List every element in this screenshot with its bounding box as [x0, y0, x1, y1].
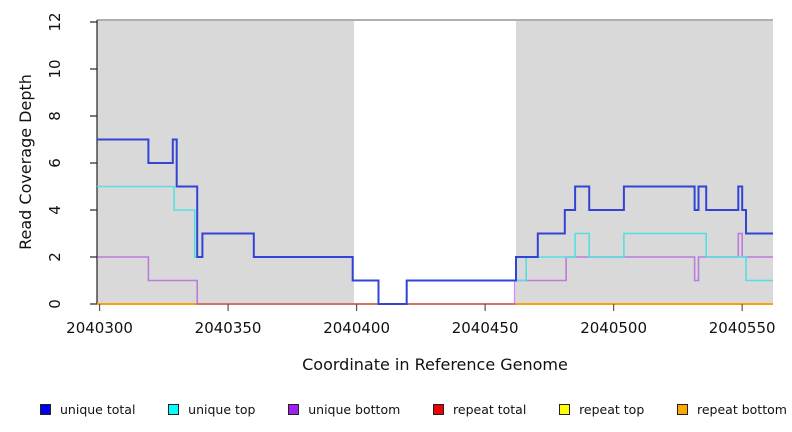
- legend-label: repeat bottom: [697, 401, 787, 417]
- legend-item-unique-bottom: unique bottom: [288, 402, 400, 417]
- legend: unique total unique top unique bottom repea…: [40, 398, 787, 420]
- panel-covered-left: [97, 21, 355, 304]
- y-tick-label-4: 4: [46, 205, 64, 215]
- y-tick-label-12: 12: [46, 12, 64, 31]
- panel-uncovered-gap: [354, 21, 516, 304]
- x-tick-label-2040550: 2040550: [709, 319, 776, 337]
- legend-swatch-repeat-top: [559, 403, 571, 415]
- x-axis-title: Coordinate in Reference Genome: [302, 355, 568, 374]
- legend-item-repeat-total: repeat total: [433, 402, 526, 417]
- y-tick-label-2: 2: [46, 252, 64, 262]
- legend-swatch-repeat-bottom: [677, 403, 688, 415]
- x-tick-label-2040500: 2040500: [580, 319, 647, 337]
- legend-label: repeat total: [453, 401, 527, 417]
- legend-label: repeat top: [579, 401, 645, 417]
- x-tick-label-2040300: 2040300: [66, 319, 133, 337]
- plot-panels: [97, 21, 773, 304]
- legend-label: unique bottom: [308, 401, 401, 417]
- legend-label: unique top: [188, 401, 256, 417]
- legend-swatch-repeat-total: [433, 403, 445, 415]
- series-line-unique-total: [97, 138, 773, 305]
- y-tick-label-10: 10: [46, 59, 64, 78]
- y-tick-label-8: 8: [46, 111, 64, 121]
- legend-swatch-unique-total: [40, 403, 51, 415]
- x-tick-label-2040350: 2040350: [195, 319, 262, 337]
- series-line-unique-bottom: [97, 232, 773, 305]
- y-tick-label-0: 0: [46, 299, 64, 309]
- x-tick-label-2040400: 2040400: [323, 319, 390, 337]
- legend-label: unique total: [60, 401, 136, 417]
- legend-swatch-unique-bottom: [288, 403, 300, 415]
- series-lines: [97, 138, 773, 305]
- legend-item-repeat-top: repeat top: [559, 402, 644, 417]
- y-tick-label-6: 6: [46, 158, 64, 168]
- panel-covered-right: [515, 21, 773, 304]
- legend-item-repeat-bottom: repeat bottom: [677, 402, 787, 417]
- axes: 0 2 4 6 8 10 12 2040300 2040350 2040400 2040450 204…: [46, 12, 776, 337]
- legend-item-unique-total: unique total: [40, 402, 135, 417]
- y-axis-title: Read Coverage Depth: [16, 74, 35, 250]
- legend-item-unique-top: unique top: [168, 402, 255, 417]
- legend-swatch-unique-top: [168, 403, 180, 415]
- x-tick-label-2040450: 2040450: [452, 319, 519, 337]
